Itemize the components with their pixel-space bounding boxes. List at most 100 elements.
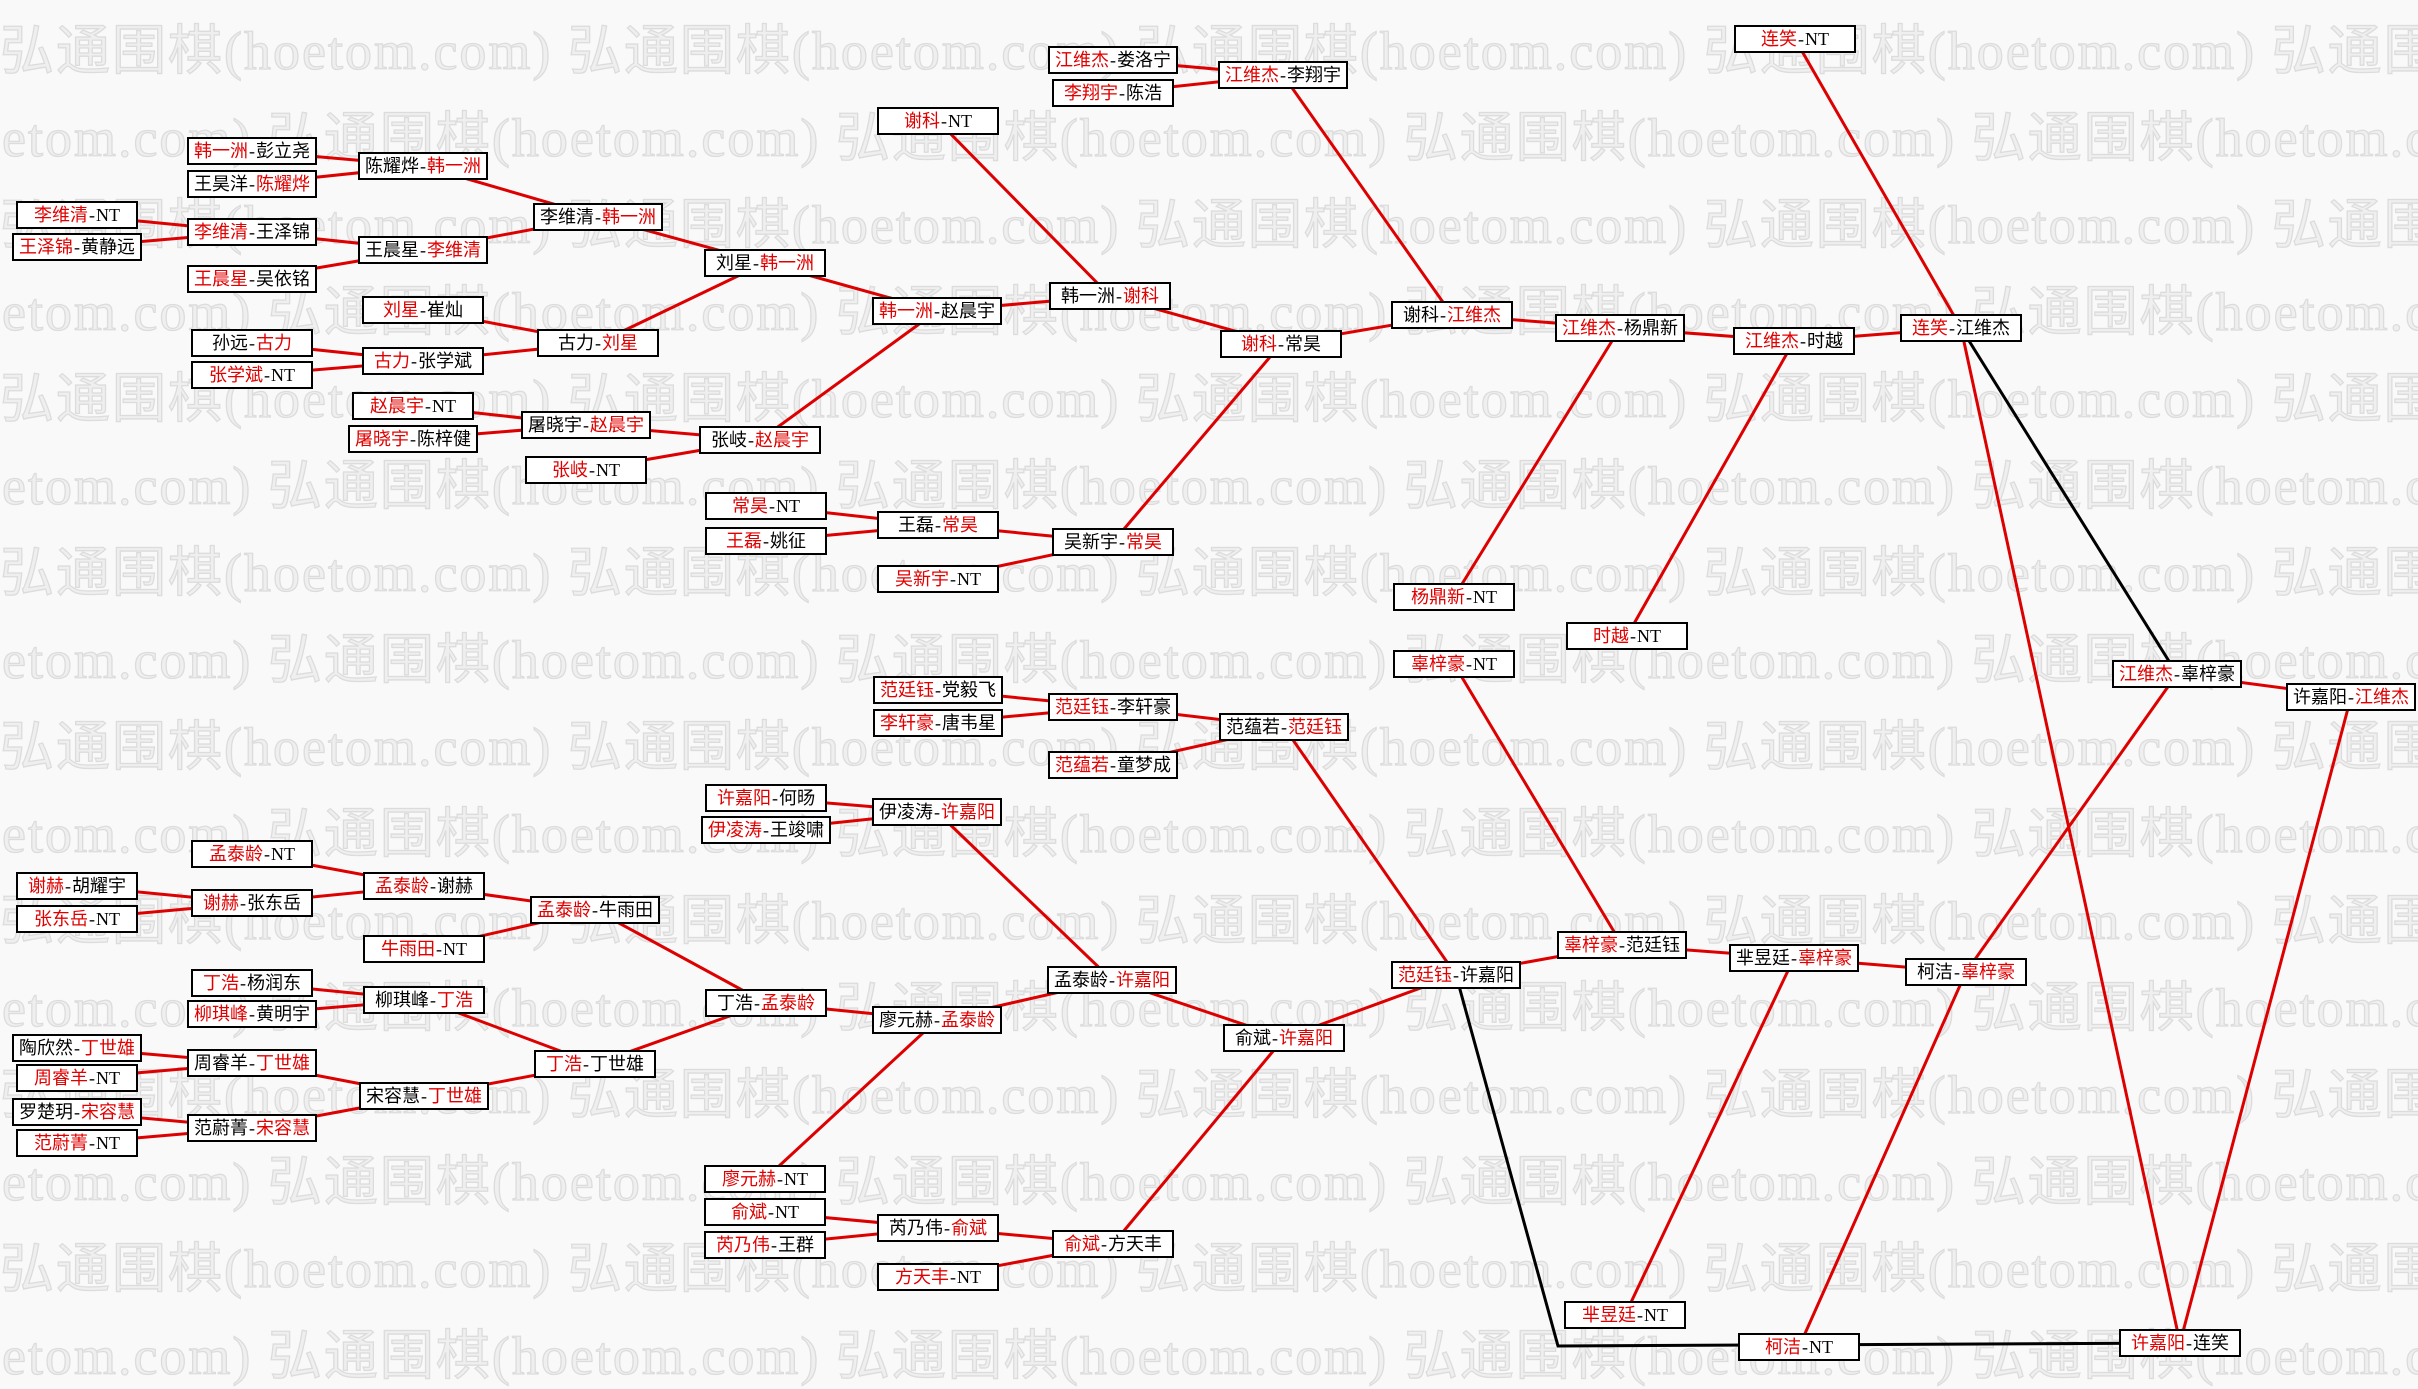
player-name-right: NT <box>271 365 295 385</box>
match-box: 李翔宇 - 陈浩 <box>1052 79 1174 107</box>
match-box: 孟泰龄 - 许嘉阳 <box>1047 966 1177 994</box>
match-box: 王磊 - 姚征 <box>705 527 827 555</box>
vs-dash: - <box>1101 1234 1107 1254</box>
vs-dash: - <box>950 569 956 589</box>
vs-dash: - <box>264 844 270 864</box>
bracket-connector <box>935 810 1114 982</box>
player-name-right: 时越 <box>1807 331 1843 351</box>
player-name-left: 范蕴若 <box>1226 717 1280 737</box>
match-box: 柯洁 - NT <box>1738 1333 1860 1361</box>
player-name-left: 常昊 <box>732 496 768 516</box>
player-name-right: 娄洛宁 <box>1117 50 1171 70</box>
match-box: 辜梓豪 - NT <box>1393 650 1515 678</box>
bracket-connector <box>1793 38 1963 329</box>
vs-dash: - <box>1453 965 1459 985</box>
match-box: 方天丰 - NT <box>877 1263 999 1291</box>
player-name-right: 孟泰龄 <box>941 1010 995 1030</box>
bracket-connector <box>1282 726 1458 976</box>
bracket-connector <box>1111 343 1283 543</box>
match-box: 许嘉阳 - 何旸 <box>705 784 827 812</box>
player-name-right: 李轩豪 <box>1117 697 1171 717</box>
player-name-left: 韩一洲 <box>879 301 933 321</box>
player-name-left: 俞斌 <box>731 1202 767 1222</box>
match-box: 连笑 - NT <box>1734 25 1856 53</box>
bracket-connector <box>1111 1037 1286 1245</box>
player-name-right: 杨鼎新 <box>1624 318 1678 338</box>
vs-dash: - <box>249 141 255 161</box>
match-box: 王磊 - 常昊 <box>877 511 999 539</box>
match-box: 李轩豪 - 唐韦星 <box>873 709 1003 737</box>
player-name-right: 丁浩 <box>437 990 473 1010</box>
vs-dash: - <box>753 253 759 273</box>
match-box: 古力 - 张学斌 <box>362 347 484 375</box>
player-name-right: NT <box>776 496 800 516</box>
bracket-connector <box>2178 696 2353 1344</box>
vs-dash: - <box>763 820 769 840</box>
bracket-connector <box>1452 663 1624 946</box>
player-name-right: 江维杰 <box>2355 687 2409 707</box>
match-box: 常昊 - NT <box>705 492 827 520</box>
player-name-right: NT <box>443 939 467 959</box>
player-name-left: 柯洁 <box>1917 962 1953 982</box>
vs-dash: - <box>410 429 416 449</box>
player-name-right: 李翔宇 <box>1287 65 1341 85</box>
player-name-right: 俞斌 <box>951 1218 987 1238</box>
player-name-left: 张岐 <box>552 460 588 480</box>
player-name-left: 伊凌涛 <box>708 820 762 840</box>
player-name-right: 张学斌 <box>418 351 472 371</box>
vs-dash: - <box>1281 717 1287 737</box>
player-name-right: 辜梓豪 <box>2181 664 2235 684</box>
match-box: 陈耀烨 - 韩一洲 <box>358 152 488 180</box>
player-name-left: 范蔚菁 <box>194 1118 248 1138</box>
vs-dash: - <box>430 876 436 896</box>
vs-dash: - <box>595 207 601 227</box>
vs-dash: - <box>771 1235 777 1255</box>
vs-dash: - <box>74 1038 80 1058</box>
player-name-left: 李维清 <box>540 207 594 227</box>
vs-dash: - <box>934 1010 940 1030</box>
vs-dash: - <box>769 496 775 516</box>
vs-dash: - <box>1466 587 1472 607</box>
match-box: 王晨星 - 李维清 <box>358 236 488 264</box>
player-name-left: 吴新宇 <box>1064 532 1118 552</box>
player-name-right: 丁世雄 <box>256 1053 310 1073</box>
match-box: 古力 - 刘星 <box>537 329 659 357</box>
match-box: 江维杰 - 娄洛宁 <box>1048 46 1178 74</box>
vs-dash: - <box>1272 1028 1278 1048</box>
match-box: 江维杰 - 时越 <box>1733 327 1855 355</box>
player-name-right: 赵晨宇 <box>941 301 995 321</box>
vs-dash: - <box>65 876 71 896</box>
player-name-right: 赵晨宇 <box>590 415 644 435</box>
vs-dash: - <box>592 900 598 920</box>
player-name-right: NT <box>1644 1305 1668 1325</box>
match-box: 张学斌 - NT <box>191 361 313 389</box>
player-name-right: 黄明宇 <box>256 1004 310 1024</box>
player-name-left: 范廷钰 <box>1398 965 1452 985</box>
player-name-right: 谢科 <box>1123 286 1159 306</box>
vs-dash: - <box>411 351 417 371</box>
vs-dash: - <box>240 893 246 913</box>
player-name-left: 伊凌涛 <box>879 802 933 822</box>
vs-dash: - <box>1116 286 1122 306</box>
player-name-right: 韩一洲 <box>427 156 481 176</box>
bracket-connector <box>759 309 938 442</box>
match-box: 丁浩 - 杨润东 <box>191 969 313 997</box>
player-name-left: 孟泰龄 <box>209 844 263 864</box>
player-name-left: 李翔宇 <box>1064 83 1118 103</box>
vs-dash: - <box>935 680 941 700</box>
player-name-left: 俞斌 <box>1235 1028 1271 1048</box>
vs-dash: - <box>1440 305 1446 325</box>
player-name-right: NT <box>948 111 972 131</box>
vs-dash: - <box>420 300 426 320</box>
match-box: 李维清 - 韩一洲 <box>533 203 663 231</box>
player-name-left: 芈昱廷 <box>1582 1305 1636 1325</box>
match-box: 俞斌 - 方天丰 <box>1052 1230 1174 1258</box>
player-name-left: 韩一洲 <box>1061 286 1115 306</box>
player-name-left: 张学斌 <box>209 365 263 385</box>
player-name-left: 谢科 <box>1403 305 1439 325</box>
vs-dash: - <box>748 430 754 450</box>
match-box: 谢科 - NT <box>877 107 999 135</box>
player-name-left: 范廷钰 <box>1055 697 1109 717</box>
player-name-right: 丁世雄 <box>81 1038 135 1058</box>
player-name-right: 崔灿 <box>427 300 463 320</box>
